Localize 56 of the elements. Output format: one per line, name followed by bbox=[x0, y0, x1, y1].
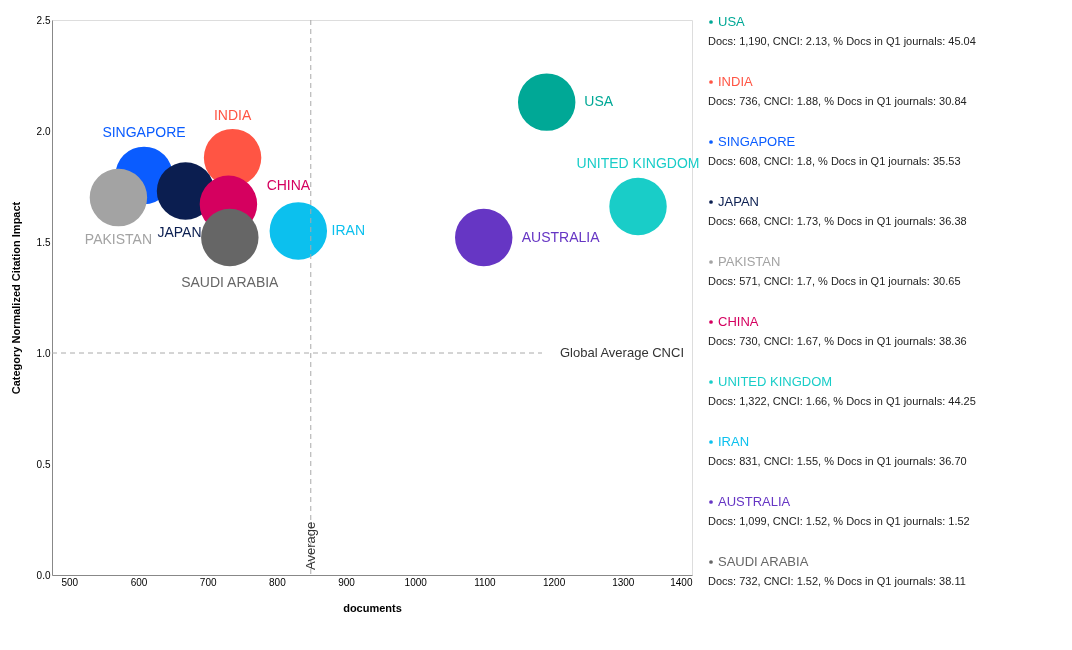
series-label: AUSTRALIA bbox=[521, 228, 601, 245]
series-label: PAKISTAN bbox=[84, 230, 153, 247]
x-tick-label: 800 bbox=[269, 576, 287, 588]
x-tick-label: 1200 bbox=[543, 576, 566, 588]
series-label: USA bbox=[584, 93, 614, 110]
text: Docs: 571, CNCI: 1.7, % Docs in Q1 journals: 30.65 bbox=[708, 275, 961, 287]
text: Docs: 732, CNCI: 1.52, % Docs in Q1 journals: 38.11 bbox=[708, 575, 966, 587]
text: USA bbox=[718, 14, 745, 29]
text: Docs: 1,099, CNCI: 1.52, % Docs in Q1 journals: 1.52 bbox=[708, 515, 970, 527]
text: CHINA bbox=[718, 314, 759, 329]
x-tick-label: 1100 bbox=[474, 576, 497, 588]
text: IRAN bbox=[718, 434, 750, 449]
point bbox=[455, 208, 513, 267]
text: SAUDI ARABIA bbox=[718, 554, 809, 569]
series-label: SAUDI ARABIA bbox=[181, 273, 280, 290]
y-tick-label: 2.5 bbox=[36, 14, 51, 26]
text: Docs: 1,190, CNCI: 2.13, % Docs in Q1 journals: 45.04 bbox=[708, 35, 976, 47]
point bbox=[609, 177, 667, 236]
point bbox=[201, 208, 259, 267]
x-tick-label: 700 bbox=[199, 576, 217, 588]
text: JAPAN bbox=[718, 194, 759, 209]
series-label: SINGAPORE bbox=[102, 124, 186, 141]
y-tick-label: 2.0 bbox=[36, 125, 51, 137]
series-label: UNITED KINGDOM bbox=[576, 155, 700, 172]
x-tick-label: 900 bbox=[338, 576, 356, 588]
text: INDIA bbox=[718, 74, 753, 89]
x-tick-label: 600 bbox=[130, 576, 148, 588]
text: Docs: 831, CNCI: 1.55, % Docs in Q1 journals: 36.70 bbox=[708, 455, 967, 467]
y-tick-label: 0.0 bbox=[36, 569, 51, 581]
series-label: JAPAN bbox=[157, 223, 202, 240]
text: PAKISTAN bbox=[718, 254, 781, 269]
text: Docs: 1,322, CNCI: 1.66, % Docs in Q1 journals: 44.25 bbox=[708, 395, 976, 407]
y-axis-title: Category Normalized Citation Impact bbox=[9, 201, 22, 395]
x-tick-label: 1000 bbox=[404, 576, 428, 588]
y-tick-label: 1.0 bbox=[36, 347, 51, 359]
series-label: IRAN bbox=[331, 221, 366, 238]
point bbox=[269, 202, 328, 260]
y-tick-label: 0.5 bbox=[36, 458, 51, 470]
text: UNITED KINGDOM bbox=[718, 374, 833, 389]
text: Docs: 736, CNCI: 1.88, % Docs in Q1 journals: 30.84 bbox=[708, 95, 967, 107]
x-tick-label: 500 bbox=[61, 576, 79, 588]
x-tick-label: 1300 bbox=[612, 576, 635, 588]
series-label: INDIA bbox=[213, 106, 252, 123]
text: AUSTRALIA bbox=[718, 494, 791, 509]
ref-line-label: Average bbox=[302, 521, 318, 570]
point bbox=[517, 73, 576, 131]
ref-line-label: Global Average CNCI bbox=[559, 345, 684, 360]
point bbox=[89, 168, 148, 227]
text: SINGAPORE bbox=[718, 134, 796, 149]
y-tick-label: 1.5 bbox=[36, 236, 51, 248]
text: Docs: 608, CNCI: 1.8, % Docs in Q1 journals: 35.53 bbox=[708, 155, 961, 167]
x-axis-title: documents bbox=[343, 601, 402, 614]
text: Docs: 730, CNCI: 1.67, % Docs in Q1 journals: 38.36 bbox=[708, 335, 967, 347]
text: Docs: 668, CNCI: 1.73, % Docs in Q1 journals: 36.38 bbox=[708, 215, 967, 227]
series-label: CHINA bbox=[266, 177, 311, 194]
x-tick-label: 1400 bbox=[670, 576, 693, 588]
